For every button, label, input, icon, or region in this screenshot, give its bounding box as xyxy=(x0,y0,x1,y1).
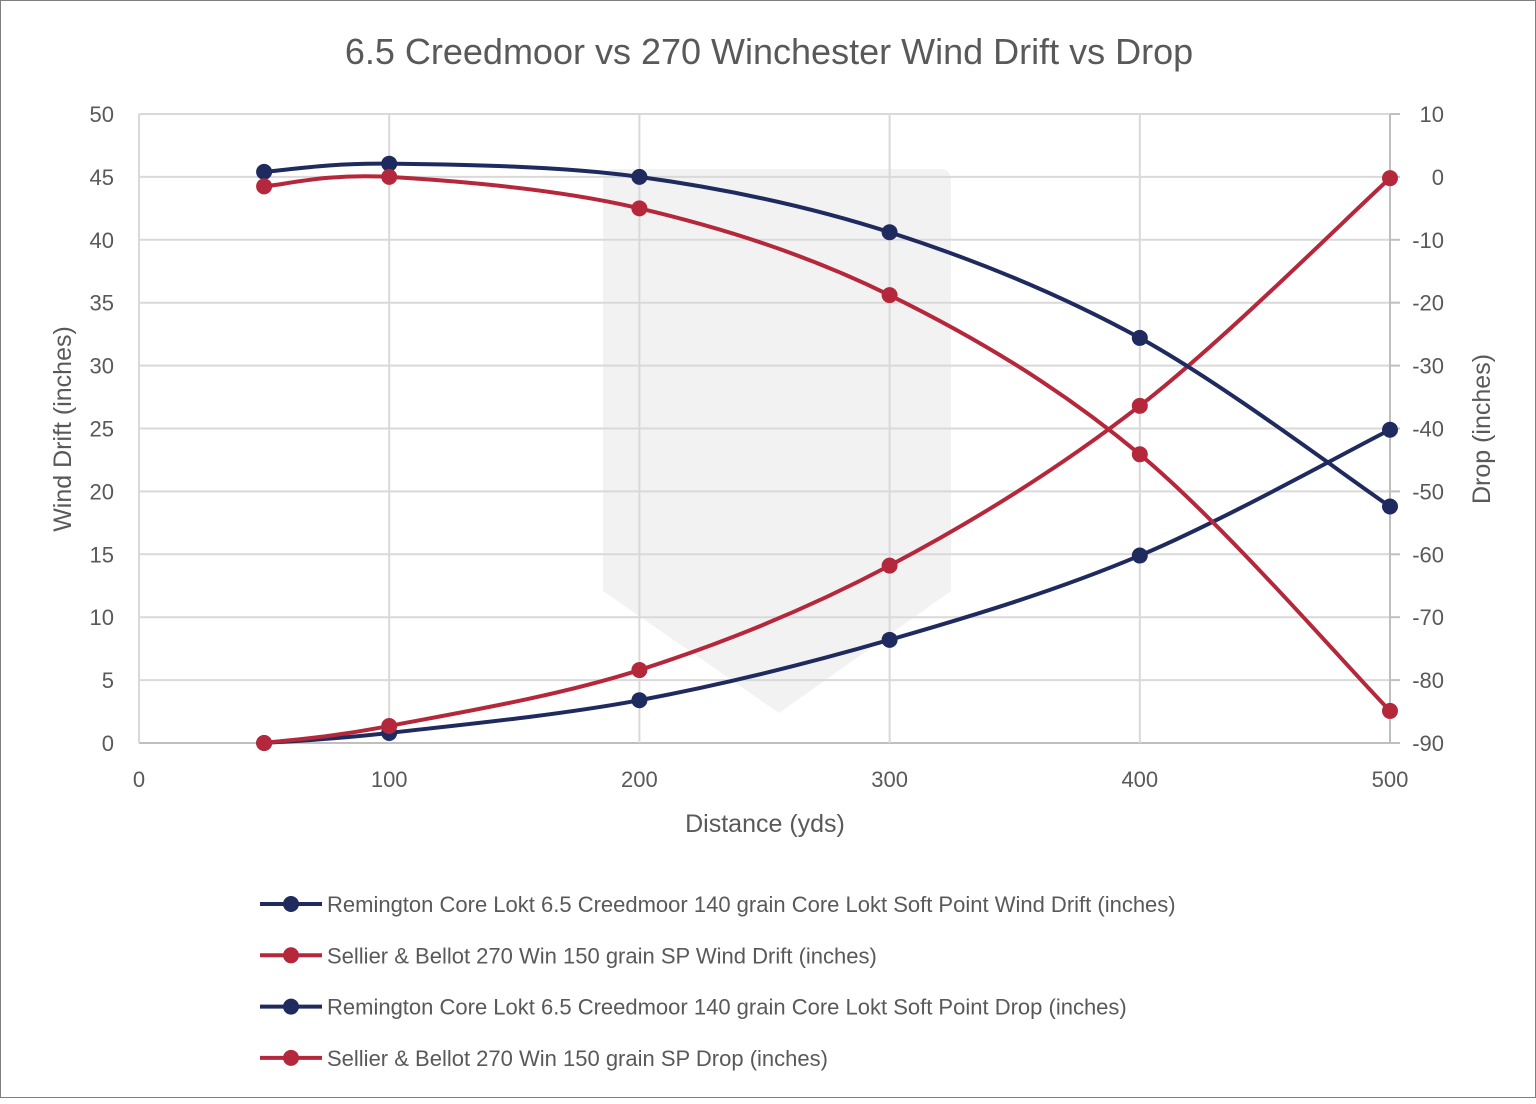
y-tick-label: 50 xyxy=(90,102,114,127)
y-tick-label: 5 xyxy=(102,668,114,693)
y2-tick-label: -30 xyxy=(1412,354,1444,379)
series-2 xyxy=(256,170,1398,751)
x-tick-label: 0 xyxy=(133,767,145,792)
legend-item: Remington Core Lokt 6.5 Creedmoor 140 gr… xyxy=(260,995,1127,1020)
y-tick-label: 45 xyxy=(90,165,114,190)
y-tick-label: 10 xyxy=(90,605,114,630)
legend-marker xyxy=(283,896,299,912)
data-point xyxy=(1382,702,1398,719)
y-tick-label: 20 xyxy=(90,479,114,504)
data-point xyxy=(381,155,398,172)
y-tick-label: 35 xyxy=(90,291,114,316)
legend-label: Sellier & Bellot 270 Win 150 grain SP Dr… xyxy=(327,1046,828,1071)
x-axis-label: Distance (yds) xyxy=(685,810,845,838)
y2-tick-label: -10 xyxy=(1412,228,1444,253)
data-point xyxy=(381,168,398,185)
x-tick-label: 500 xyxy=(1372,767,1409,792)
data-point xyxy=(1382,498,1398,515)
data-point xyxy=(881,557,898,574)
data-point xyxy=(1131,446,1148,463)
y2-tick-label: -80 xyxy=(1412,668,1444,693)
legend-item: Sellier & Bellot 270 Win 150 grain SP Wi… xyxy=(260,943,877,968)
y2-tick-label: 0 xyxy=(1432,165,1444,190)
y2-tick-label: -90 xyxy=(1412,731,1444,756)
x-tick-label: 200 xyxy=(621,767,658,792)
legend-marker xyxy=(283,947,299,964)
x-tick-label: 100 xyxy=(371,767,408,792)
series-4 xyxy=(256,168,1398,719)
data-point xyxy=(256,735,273,751)
y-tick-label: 30 xyxy=(90,354,114,379)
x-tick-label: 300 xyxy=(871,767,908,792)
legend-label: Remington Core Lokt 6.5 Creedmoor 140 gr… xyxy=(327,892,1176,917)
data-point xyxy=(1382,170,1398,187)
data-point xyxy=(1131,547,1148,564)
y-tick-label: 40 xyxy=(90,228,114,253)
data-point xyxy=(631,692,648,709)
data-point xyxy=(631,200,648,217)
y2-tick-label: -20 xyxy=(1412,291,1444,316)
legend-item: Sellier & Bellot 270 Win 150 grain SP Dr… xyxy=(260,1046,828,1071)
data-point xyxy=(1131,329,1148,346)
y-tick-label: 15 xyxy=(90,542,114,567)
y2-tick-label: 10 xyxy=(1420,102,1444,127)
data-point xyxy=(881,287,898,304)
y2-tick-label: -60 xyxy=(1412,542,1444,567)
legend-item: Remington Core Lokt 6.5 Creedmoor 140 gr… xyxy=(260,892,1176,917)
y2-axis-label: Drop (inches) xyxy=(1468,354,1496,504)
x-tick-label: 400 xyxy=(1121,767,1158,792)
y-axis-label: Wind Drift (inches) xyxy=(49,326,77,532)
legend-marker xyxy=(283,998,299,1015)
data-point xyxy=(381,718,398,735)
data-point xyxy=(631,662,648,679)
data-point xyxy=(256,163,273,180)
y2-tick-label: -70 xyxy=(1412,605,1444,630)
y-tick-label: 0 xyxy=(102,731,114,756)
data-point xyxy=(256,178,273,195)
y-tick-label: 25 xyxy=(90,417,114,442)
data-point xyxy=(1131,397,1148,414)
data-point xyxy=(631,168,648,185)
data-point xyxy=(881,631,898,648)
chart-title: 6.5 Creedmoor vs 270 Winchester Wind Dri… xyxy=(345,31,1193,72)
legend-label: Sellier & Bellot 270 Win 150 grain SP Wi… xyxy=(327,943,877,968)
y2-tick-label: -50 xyxy=(1412,479,1444,504)
data-point xyxy=(1382,421,1398,438)
series-3 xyxy=(256,155,1398,515)
y2-tick-label: -40 xyxy=(1412,417,1444,442)
legend-label: Remington Core Lokt 6.5 Creedmoor 140 gr… xyxy=(327,995,1127,1020)
legend-marker xyxy=(283,1049,299,1066)
data-point xyxy=(881,224,898,241)
watermark-logo xyxy=(603,169,951,713)
